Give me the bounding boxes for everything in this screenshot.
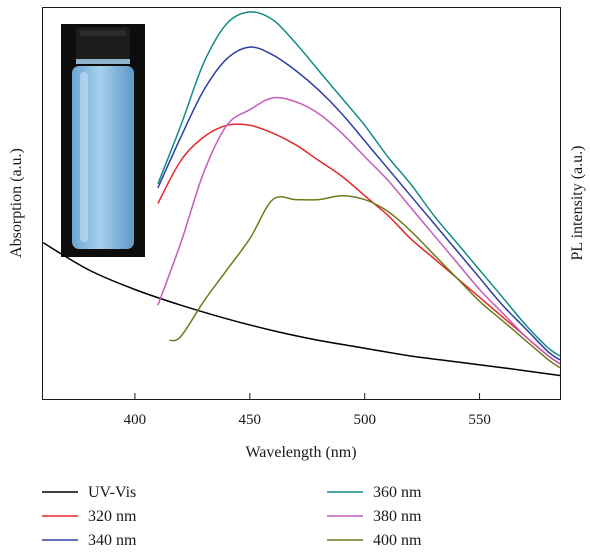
legend-label-340-nm: 340 nm — [88, 532, 137, 549]
series-line-uv-vis — [42, 241, 561, 377]
y-axis-title-right: PL intensity (a.u.) — [569, 146, 586, 261]
y-axis-title-left: Absorption (a.u.) — [8, 148, 25, 258]
x-tick-label: 400 — [124, 412, 147, 428]
series-line-360-nm — [157, 11, 561, 357]
x-axis-title: Wavelength (nm) — [245, 444, 356, 461]
x-axis-ticks: 400 450 500 550 — [124, 393, 491, 428]
legend: UV-Vis 320 nm 340 nm 360 nm 380 nm 400 nm — [42, 484, 422, 549]
legend-label-400-nm: 400 nm — [373, 532, 422, 549]
series-line-400-nm — [169, 194, 561, 369]
vial-photo-inset — [61, 24, 145, 257]
x-tick-label: 500 — [353, 412, 376, 428]
x-tick-label: 550 — [468, 412, 491, 428]
series-line-320-nm — [157, 123, 561, 365]
legend-label-360-nm: 360 nm — [373, 484, 422, 501]
legend-label-320-nm: 320 nm — [88, 508, 137, 525]
legend-label-uv-vis: UV-Vis — [88, 484, 136, 501]
x-tick-label: 450 — [239, 412, 262, 428]
plot-frame — [42, 7, 561, 400]
series-lines — [42, 11, 561, 377]
series-line-340-nm — [157, 46, 561, 361]
series-line-380-nm — [157, 96, 561, 365]
legend-label-380-nm: 380 nm — [373, 508, 422, 525]
